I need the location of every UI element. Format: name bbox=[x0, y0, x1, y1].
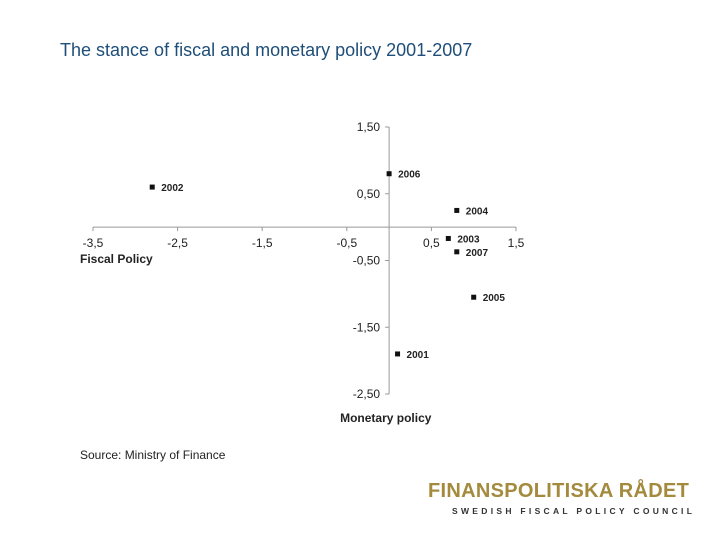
data-point-2007 bbox=[454, 249, 460, 255]
data-label-2003: 2003 bbox=[457, 234, 480, 245]
chart-tick-labels: -3,5 -2,5 -1,5 -0,5 0,5 1,5 1,50 0,50 -0,50 -1,50… bbox=[83, 120, 525, 401]
x-tick-label: 1,5 bbox=[508, 236, 525, 250]
y-tick-label: 0,50 bbox=[357, 187, 381, 201]
data-label-2004: 2004 bbox=[466, 206, 489, 217]
data-label-2002: 2002 bbox=[161, 183, 184, 194]
y-tick-label: -0,50 bbox=[353, 254, 381, 268]
data-label-2001: 2001 bbox=[407, 350, 430, 361]
data-point-2004 bbox=[454, 207, 460, 213]
x-tick-label: 0,5 bbox=[423, 236, 440, 250]
chart-points: 2001 2002 2003 2004 2005 2006 2007 bbox=[149, 170, 506, 361]
x-axis-title: Fiscal Policy bbox=[80, 252, 153, 266]
council-logo: FINANSPOLITISKA RÅDET SWEDISH FISCAL POL… bbox=[428, 480, 700, 516]
x-tick-label: -3,5 bbox=[83, 236, 104, 250]
y-tick-label: -1,50 bbox=[353, 320, 381, 334]
logo-subtitle: SWEDISH FISCAL POLICY COUNCIL bbox=[452, 506, 696, 516]
logo-name: FINANSPOLITISKA RÅDET bbox=[428, 480, 690, 502]
x-tick-label: -1,5 bbox=[252, 236, 273, 250]
data-label-2005: 2005 bbox=[483, 293, 506, 304]
data-point-2005 bbox=[471, 294, 477, 300]
x-tick-label: -0,5 bbox=[336, 236, 357, 250]
chart-axes bbox=[92, 126, 517, 395]
data-point-2002 bbox=[149, 184, 155, 190]
page-title: The stance of fiscal and monetary policy… bbox=[60, 40, 473, 60]
data-point-2003 bbox=[445, 235, 451, 241]
data-point-2001 bbox=[395, 351, 401, 357]
source-note: Source: Ministry of Finance bbox=[80, 448, 226, 462]
x-tick-label: -2,5 bbox=[167, 236, 188, 250]
data-label-2006: 2006 bbox=[398, 170, 421, 181]
y-axis-title: Monetary policy bbox=[340, 411, 432, 425]
y-tick-label: -2,50 bbox=[353, 387, 381, 401]
y-tick-label: 1,50 bbox=[357, 120, 381, 134]
data-point-2006 bbox=[386, 171, 392, 177]
data-label-2007: 2007 bbox=[466, 248, 489, 259]
